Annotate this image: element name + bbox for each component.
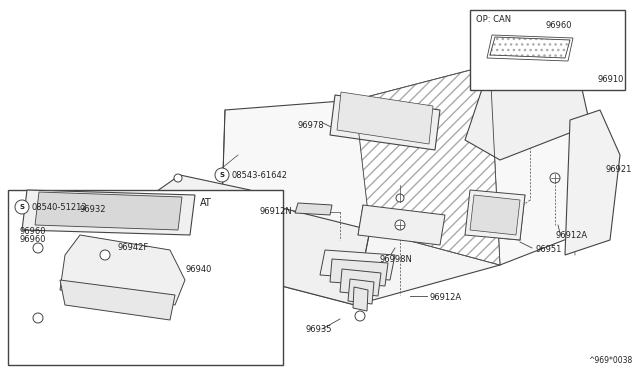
Polygon shape	[358, 205, 445, 245]
Polygon shape	[60, 235, 185, 305]
Circle shape	[15, 200, 29, 214]
Text: 96942F: 96942F	[118, 244, 149, 253]
Polygon shape	[355, 65, 500, 265]
Polygon shape	[337, 92, 433, 144]
Text: ^969*0038: ^969*0038	[588, 356, 632, 365]
Polygon shape	[220, 65, 590, 270]
Text: 96932: 96932	[80, 205, 106, 215]
Text: 96912N: 96912N	[260, 208, 292, 217]
Text: S: S	[19, 204, 24, 210]
Text: 96960: 96960	[545, 20, 572, 29]
Text: AT: AT	[200, 198, 212, 208]
Circle shape	[550, 173, 560, 183]
Text: S: S	[220, 172, 225, 178]
Polygon shape	[330, 95, 440, 150]
Text: 96921: 96921	[605, 166, 632, 174]
Polygon shape	[330, 259, 388, 286]
Polygon shape	[348, 279, 374, 304]
Text: 96998N: 96998N	[380, 256, 413, 264]
Text: 96960: 96960	[20, 228, 47, 237]
Text: 96960: 96960	[20, 235, 47, 244]
Text: 96935: 96935	[305, 326, 332, 334]
Circle shape	[396, 194, 404, 202]
Polygon shape	[465, 65, 590, 160]
Polygon shape	[60, 280, 175, 320]
Polygon shape	[470, 195, 520, 235]
Polygon shape	[320, 250, 395, 280]
Polygon shape	[353, 287, 368, 311]
Polygon shape	[35, 192, 182, 230]
Circle shape	[355, 311, 365, 321]
Circle shape	[248, 231, 256, 239]
Polygon shape	[465, 190, 525, 240]
Circle shape	[100, 250, 110, 260]
Text: 96910: 96910	[598, 76, 625, 84]
Polygon shape	[340, 269, 381, 296]
Text: 96978: 96978	[298, 121, 324, 129]
Polygon shape	[220, 230, 500, 305]
FancyBboxPatch shape	[8, 190, 283, 365]
Text: 08543-61642: 08543-61642	[232, 170, 288, 180]
Polygon shape	[295, 203, 332, 215]
Text: OP: CAN: OP: CAN	[476, 15, 511, 24]
Circle shape	[33, 243, 43, 253]
Text: 96940: 96940	[185, 266, 211, 275]
Polygon shape	[565, 110, 620, 255]
Circle shape	[174, 174, 182, 182]
Text: 96912A: 96912A	[555, 231, 587, 240]
Circle shape	[215, 168, 229, 182]
Polygon shape	[490, 37, 570, 58]
Text: 08540-51212: 08540-51212	[32, 202, 88, 212]
Text: 96912A: 96912A	[430, 294, 462, 302]
Circle shape	[33, 313, 43, 323]
Text: 96951: 96951	[535, 246, 561, 254]
Polygon shape	[22, 190, 195, 235]
FancyBboxPatch shape	[470, 10, 625, 90]
Polygon shape	[130, 175, 270, 285]
Polygon shape	[220, 195, 370, 305]
Circle shape	[395, 220, 405, 230]
